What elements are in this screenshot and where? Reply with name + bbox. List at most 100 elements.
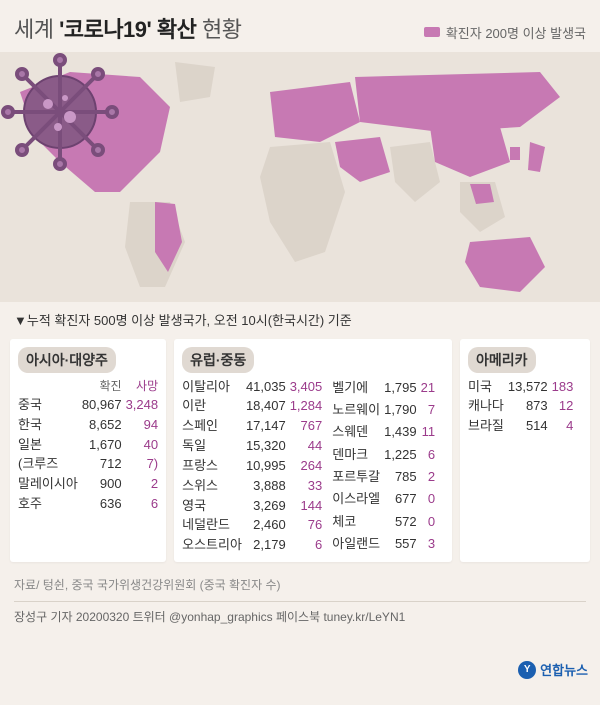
deaths-value: 2 xyxy=(126,475,159,495)
table-eumea-right: 벨기에1,79521노르웨이1,7907스웨덴1,43911덴마크1,2256포… xyxy=(332,377,435,556)
country-name: 체코 xyxy=(332,511,384,533)
table-row: 이탈리아41,0353,405 xyxy=(182,377,322,397)
deaths-value: 183 xyxy=(552,377,574,397)
country-name: 노르웨이 xyxy=(332,399,384,421)
panel-europe-mideast: 유럽·중동 이탈리아41,0353,405이란18,4071,284스페인17,… xyxy=(174,339,452,562)
deaths-value: 6 xyxy=(126,495,159,515)
title-bar: 세계 '코로나19' 확산 현황 확진자 200명 이상 발생국 xyxy=(0,0,600,52)
country-name: 스페인 xyxy=(182,417,246,437)
table-row: 말레이시아9002 xyxy=(18,475,158,495)
table-row: 영국3,269144 xyxy=(182,496,322,516)
country-name: 독일 xyxy=(182,437,246,457)
deaths-value: 21 xyxy=(421,377,435,399)
page-title: 세계 '코로나19' 확산 현황 xyxy=(14,12,241,44)
criteria-note: ▼누적 확진자 500명 이상 발생국가, 오전 10시(한국시간) 기준 xyxy=(0,302,600,335)
cases-value: 15,320 xyxy=(246,437,290,457)
col-cases: 확진 xyxy=(82,377,126,395)
virus-icon xyxy=(0,52,120,172)
table-row: 이란18,4071,284 xyxy=(182,397,322,417)
table-row: 브라질5144 xyxy=(468,417,573,437)
deaths-value: 1,284 xyxy=(290,397,323,417)
panel-title-america: 아메리카 xyxy=(468,347,536,373)
deaths-value: 0 xyxy=(421,489,435,511)
cases-value: 900 xyxy=(82,475,126,495)
table-header: 확진 사망 xyxy=(18,377,158,395)
country-name: 덴마크 xyxy=(332,444,384,466)
country-name: 이란 xyxy=(182,397,246,417)
deaths-value: 264 xyxy=(290,456,323,476)
map-legend: 확진자 200명 이상 발생국 xyxy=(424,23,586,42)
cases-value: 1,795 xyxy=(384,377,421,399)
country-name: 한국 xyxy=(18,415,82,435)
cases-value: 636 xyxy=(82,495,126,515)
table-row: 이스라엘6770 xyxy=(332,489,435,511)
country-name: 캐나다 xyxy=(468,397,508,417)
panel-title-eumea: 유럽·중동 xyxy=(182,347,254,373)
cases-value: 41,035 xyxy=(246,377,290,397)
deaths-value: 7) xyxy=(126,455,159,475)
table-row: 스위스3,88833 xyxy=(182,476,322,496)
country-name: 중국 xyxy=(18,395,82,415)
country-name: 일본 xyxy=(18,435,82,455)
deaths-value: 767 xyxy=(290,417,323,437)
country-name: 영국 xyxy=(182,496,246,516)
country-name: (크루즈 xyxy=(18,455,82,475)
table-asia: 확진 사망 중국80,9673,248한국8,65294일본1,67040(크루… xyxy=(18,377,158,514)
deaths-value: 12 xyxy=(552,397,574,417)
table-row: 체코5720 xyxy=(332,511,435,533)
deaths-value: 2 xyxy=(421,466,435,488)
table-eumea-left: 이탈리아41,0353,405이란18,4071,284스페인17,147767… xyxy=(182,377,322,556)
byline-footer: 장성구 기자 20200320 트위터 @yonhap_graphics 페이스… xyxy=(14,601,586,625)
cases-value: 873 xyxy=(508,397,552,417)
title-prefix: 세계 xyxy=(14,17,53,42)
cases-value: 3,269 xyxy=(246,496,290,516)
table-row: 덴마크1,2256 xyxy=(332,444,435,466)
table-row: 프랑스10,995264 xyxy=(182,456,322,476)
country-name: 말레이시아 xyxy=(18,475,82,495)
deaths-value: 44 xyxy=(290,437,323,457)
deaths-value: 11 xyxy=(421,422,435,444)
legend-label: 확진자 200명 이상 발생국 xyxy=(446,23,586,42)
deaths-value: 94 xyxy=(126,415,159,435)
table-row: 스페인17,147767 xyxy=(182,417,322,437)
table-row: 벨기에1,79521 xyxy=(332,377,435,399)
deaths-value: 7 xyxy=(421,399,435,421)
cases-value: 785 xyxy=(384,466,421,488)
cases-value: 1,439 xyxy=(384,422,421,444)
cases-value: 1,670 xyxy=(82,435,126,455)
cases-value: 8,652 xyxy=(82,415,126,435)
country-name: 스웨덴 xyxy=(332,422,384,444)
country-name: 호주 xyxy=(18,495,82,515)
brand-text: 연합뉴스 xyxy=(540,660,588,679)
brand-icon: Y xyxy=(518,661,536,679)
cases-value: 18,407 xyxy=(246,397,290,417)
col-deaths: 사망 xyxy=(126,377,159,395)
deaths-value: 6 xyxy=(421,444,435,466)
table-america: 미국13,572183캐나다87312브라질5144 xyxy=(468,377,573,437)
deaths-value: 3,248 xyxy=(126,395,159,415)
cases-value: 3,888 xyxy=(246,476,290,496)
country-name: 브라질 xyxy=(468,417,508,437)
table-row: 일본1,67040 xyxy=(18,435,158,455)
country-name: 프랑스 xyxy=(182,456,246,476)
deaths-value: 40 xyxy=(126,435,159,455)
country-name: 오스트리아 xyxy=(182,536,246,556)
country-name: 아일랜드 xyxy=(332,533,384,555)
cases-value: 677 xyxy=(384,489,421,511)
table-row: 캐나다87312 xyxy=(468,397,573,417)
byline-text: 장성구 기자 20200320 트위터 @yonhap_graphics 페이스… xyxy=(14,608,405,625)
title-suffix: 현황 xyxy=(202,17,241,42)
title-quoted: '코로나19' xyxy=(59,17,151,42)
table-row: 미국13,572183 xyxy=(468,377,573,397)
country-name: 네덜란드 xyxy=(182,516,246,536)
brand-logo: Y 연합뉴스 xyxy=(518,660,588,679)
country-name: 이스라엘 xyxy=(332,489,384,511)
cases-value: 2,179 xyxy=(246,536,290,556)
data-source: 자료/ 텅쉰, 중국 국가위생건강위원회 (중국 확진자 수) xyxy=(0,570,600,595)
deaths-value: 4 xyxy=(552,417,574,437)
table-row: 네덜란드2,46076 xyxy=(182,516,322,536)
deaths-value: 3,405 xyxy=(290,377,323,397)
deaths-value: 6 xyxy=(290,536,323,556)
country-name: 스위스 xyxy=(182,476,246,496)
table-row: 독일15,32044 xyxy=(182,437,322,457)
